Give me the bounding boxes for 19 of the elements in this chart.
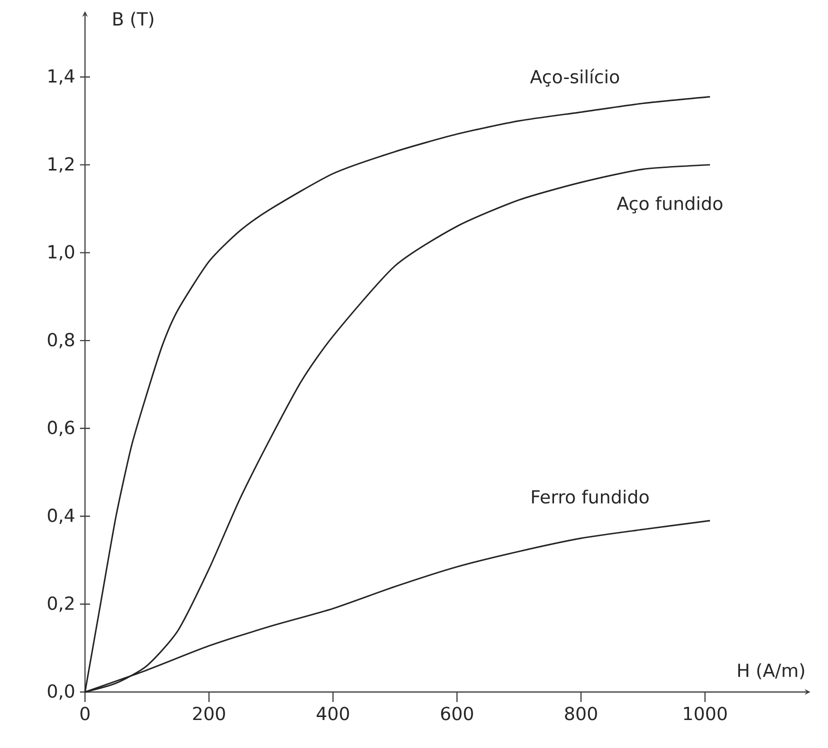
x-tick-label: 0 bbox=[80, 706, 90, 720]
y-tick-label: 0,0 bbox=[48, 684, 74, 700]
series-label: Ferro fundido bbox=[532, 490, 649, 504]
x-tick-label: 400 bbox=[316, 706, 349, 720]
y-tick-label: 0,8 bbox=[48, 332, 74, 348]
x-tick-label: 600 bbox=[441, 706, 473, 720]
x-tick-label: 200 bbox=[193, 706, 225, 720]
y-tick-label: 1,2 bbox=[48, 157, 74, 173]
y-tick-label: 1,0 bbox=[48, 244, 74, 260]
y-tick-label: 0,6 bbox=[48, 420, 74, 436]
y-tick-label: 1,4 bbox=[48, 69, 74, 85]
x-axis-title: H (A/m) bbox=[738, 663, 804, 680]
series-label: Aço-silício bbox=[530, 68, 620, 87]
y-tick-label: 0,4 bbox=[48, 508, 74, 524]
y-tick-label: 0,2 bbox=[48, 596, 74, 612]
x-tick-label: 800 bbox=[565, 706, 597, 720]
y-axis-title: B (T) bbox=[113, 12, 154, 28]
series-label: Aço fundido bbox=[616, 196, 722, 214]
x-tick-label: 1000 bbox=[684, 706, 727, 720]
